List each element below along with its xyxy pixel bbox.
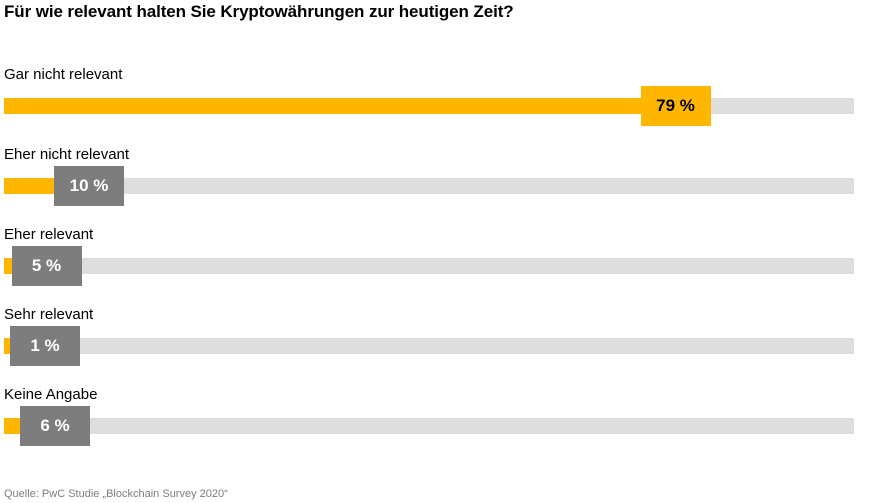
chart-title: Für wie relevant halten Sie Kryptowährun… (4, 2, 514, 21)
bar-track (4, 338, 854, 354)
value-label: 10 % (54, 166, 124, 206)
source-note: Quelle: PwC Studie „Blockchain Survey 20… (4, 488, 228, 500)
category-label: Keine Angabe (4, 386, 98, 403)
value-label: 6 % (20, 406, 90, 446)
bar-fill (4, 98, 676, 114)
category-label: Sehr relevant (4, 306, 94, 323)
category-label: Gar nicht relevant (4, 66, 123, 83)
bar-row: Sehr relevant 1 % (0, 306, 885, 386)
category-label: Eher relevant (4, 226, 94, 243)
bar-row: Keine Angabe 6 % (0, 386, 885, 466)
bar-track (4, 178, 854, 194)
value-label: 1 % (10, 326, 80, 366)
value-label: 79 % (640, 86, 711, 126)
bar-track (4, 98, 854, 114)
bar-track (4, 258, 854, 274)
value-label: 5 % (11, 246, 82, 286)
bar-row: Eher relevant 5 % (0, 226, 885, 306)
bar-track (4, 418, 854, 434)
bar-row: Eher nicht relevant 10 % (0, 146, 885, 226)
category-label: Eher nicht relevant (4, 146, 130, 163)
bar-fill (4, 338, 13, 354)
bar-row: Gar nicht relevant 79 % (0, 66, 885, 146)
